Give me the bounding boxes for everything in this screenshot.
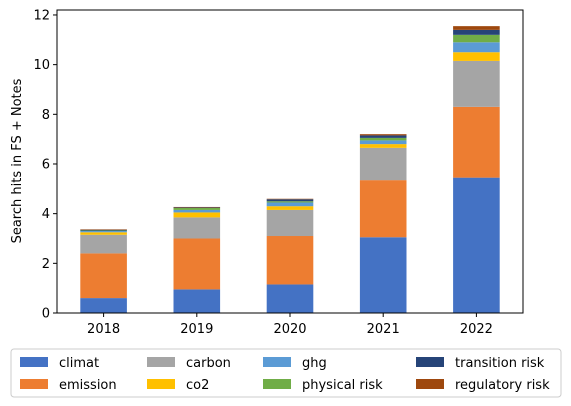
legend-swatch-climat xyxy=(20,357,48,367)
bar-physical-risk-2021 xyxy=(359,137,407,141)
legend-label-ghg: ghg xyxy=(302,356,327,371)
bar-transition-risk-2020 xyxy=(266,199,314,202)
bar-climat-2019 xyxy=(173,289,221,313)
legend-swatch-regulatory-risk xyxy=(416,379,444,389)
bar-climat-2018 xyxy=(80,298,127,313)
bar-co2-2020 xyxy=(266,206,314,210)
legend-swatch-ghg xyxy=(263,357,291,367)
y-tick-label: 8 xyxy=(42,108,50,123)
bar-physical-risk-2019 xyxy=(173,207,221,210)
bar-transition-risk-2021 xyxy=(359,135,407,138)
legend-swatch-carbon xyxy=(147,357,175,367)
bar-ghg-2020 xyxy=(266,202,314,207)
bar-transition-risk-2019 xyxy=(173,207,221,208)
bar-co2-2022 xyxy=(453,52,500,61)
bar-physical-risk-2018 xyxy=(80,230,127,232)
bar-emission-2020 xyxy=(266,236,314,285)
bar-emission-2021 xyxy=(359,180,407,238)
legend-label-regulatory-risk: regulatory risk xyxy=(455,378,550,393)
y-axis-label: Search hits in FS + Notes xyxy=(10,78,25,243)
bar-transition-risk-2018 xyxy=(80,229,127,231)
bar-carbon-2022 xyxy=(453,60,500,107)
bar-co2-2019 xyxy=(173,212,221,218)
legend-label-carbon: carbon xyxy=(186,356,231,371)
x-tick-label: 2019 xyxy=(180,322,213,337)
bar-climat-2022 xyxy=(453,177,500,313)
bar-carbon-2021 xyxy=(359,147,407,181)
x-axis: 2018 2019 2020 2021 2022 xyxy=(87,313,493,337)
y-tick-label: 10 xyxy=(33,58,50,73)
y-tick-label: 2 xyxy=(42,257,50,272)
bar-ghg-2018 xyxy=(80,231,127,233)
bar-climat-2021 xyxy=(359,237,407,313)
bar-ghg-2022 xyxy=(453,42,500,53)
x-tick-label: 2022 xyxy=(460,322,493,337)
bar-ghg-2021 xyxy=(359,140,407,145)
bar-emission-2018 xyxy=(80,253,127,299)
x-tick-label: 2020 xyxy=(273,322,306,337)
legend-label-emission: emission xyxy=(59,378,117,393)
legend-label-transition-risk: transition risk xyxy=(455,356,545,371)
bar-regulatory-risk-2021 xyxy=(359,134,407,136)
bar-carbon-2019 xyxy=(173,217,221,239)
y-tick-label: 12 xyxy=(33,8,50,23)
bar-regulatory-risk-2022 xyxy=(453,26,500,30)
y-tick-label: 6 xyxy=(42,157,50,172)
legend: climat emission carbon co2 ghg physical risk t… xyxy=(10,348,562,398)
bar-co2-2018 xyxy=(80,232,127,235)
bar-co2-2021 xyxy=(359,144,407,148)
bar-regulatory-risk-2019 xyxy=(173,206,221,208)
bar-emission-2019 xyxy=(173,238,221,290)
bar-ghg-2019 xyxy=(173,209,221,213)
legend-swatch-transition-risk xyxy=(416,357,444,367)
bar-physical-risk-2022 xyxy=(453,34,500,43)
y-tick-label: 0 xyxy=(42,307,50,322)
bar-climat-2020 xyxy=(266,284,314,313)
legend-swatch-co2 xyxy=(147,379,175,389)
legend-swatch-emission xyxy=(20,379,48,389)
legend-label-co2: co2 xyxy=(186,378,209,393)
bar-carbon-2018 xyxy=(80,234,127,254)
bar-regulatory-risk-2018 xyxy=(80,229,127,230)
bar-transition-risk-2022 xyxy=(453,29,500,35)
y-tick-label: 4 xyxy=(42,207,50,222)
bar-carbon-2020 xyxy=(266,209,314,237)
legend-swatch-physical-risk xyxy=(263,379,291,389)
x-tick-label: 2018 xyxy=(87,322,120,337)
x-tick-label: 2021 xyxy=(367,322,400,337)
y-axis: 0 2 4 6 8 10 12 xyxy=(33,8,57,322)
legend-label-physical-risk: physical risk xyxy=(302,378,383,393)
bar-physical-risk-2020 xyxy=(266,201,314,203)
bars-group xyxy=(80,26,500,313)
bar-regulatory-risk-2020 xyxy=(266,198,314,200)
bar-emission-2022 xyxy=(453,106,500,178)
legend-label-climat: climat xyxy=(59,356,99,371)
